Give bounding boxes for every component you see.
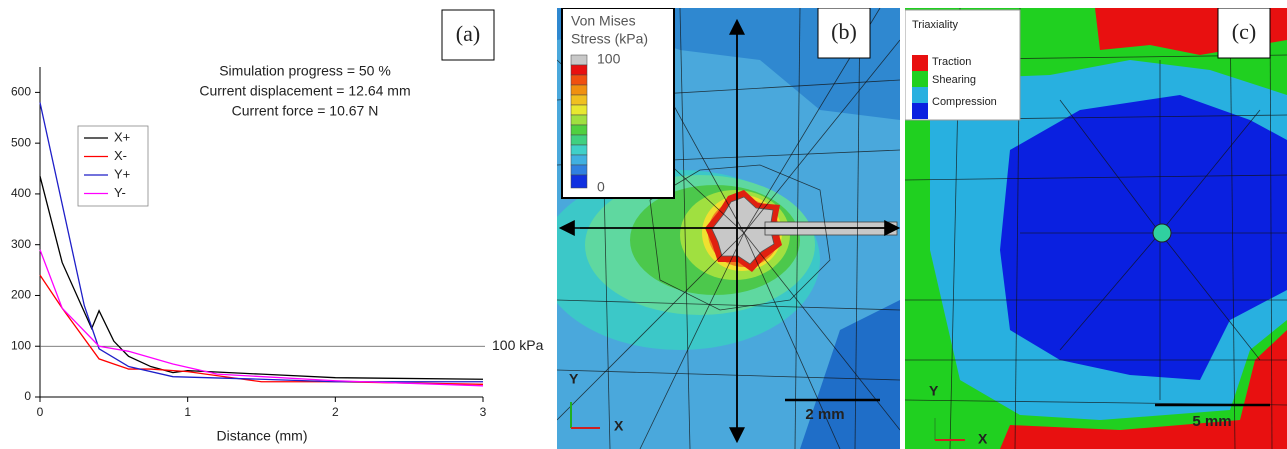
panel-c: Triaxiality Traction Shearing Compressio… <box>905 8 1287 449</box>
reference-label: 100 kPa <box>492 337 544 353</box>
y-tick-label: 100 <box>11 338 31 352</box>
x-tick-label: 2 <box>332 405 339 419</box>
legend-swatch <box>912 87 928 103</box>
axis-y-label: Y <box>569 371 579 387</box>
x-tick-label: 0 <box>37 405 44 419</box>
series-line <box>40 176 483 379</box>
y-tick-label: 200 <box>11 288 31 302</box>
panel-label: (b) <box>831 19 857 44</box>
axis-x-label: X <box>978 431 988 447</box>
scale-bar-label: 5 mm <box>1192 413 1231 430</box>
annotation: Current displacement = 12.64 mm <box>199 83 410 99</box>
panel-a: (a) Simulation progress = 50 % Current d… <box>11 10 544 444</box>
series-line <box>40 275 483 384</box>
legend-swatch <box>912 55 928 71</box>
legend-min: 0 <box>597 179 605 195</box>
colorbar <box>571 55 587 188</box>
figure: (a) Simulation progress = 50 % Current d… <box>0 0 1287 449</box>
x-tick-label: 3 <box>480 405 487 419</box>
legend-max: 100 <box>597 51 621 67</box>
legend-title: Stress (kPa) <box>571 31 648 47</box>
panel-label: (a) <box>456 21 480 46</box>
legend-entry: Compression <box>932 96 997 108</box>
annotation: Simulation progress = 50 % <box>219 63 391 79</box>
legend-label: Y+ <box>114 166 130 181</box>
panel-b: Von Mises Stress (kPa) 100 0 (b) 2 mm Y … <box>540 8 900 449</box>
legend-entry: Shearing <box>932 74 976 86</box>
legend-label: X+ <box>114 129 130 144</box>
y-tick-label: 300 <box>11 237 31 251</box>
y-tick-label: 400 <box>11 186 31 200</box>
annotation: Current force = 10.67 N <box>232 103 379 119</box>
panel-label: (c) <box>1232 19 1256 44</box>
legend-label: X- <box>114 148 127 163</box>
legend-entry: Traction <box>932 56 971 68</box>
legend-label: Y- <box>114 185 126 200</box>
x-tick-label: 1 <box>184 405 191 419</box>
y-tick-label: 0 <box>24 389 31 403</box>
y-tick-label: 600 <box>11 85 31 99</box>
series-line <box>40 250 483 386</box>
y-tick-label: 500 <box>11 135 31 149</box>
x-axis-label: Distance (mm) <box>216 428 307 444</box>
legend-swatch <box>912 71 928 87</box>
axis-y-label: Y <box>929 383 939 399</box>
legend-swatch <box>912 103 928 119</box>
legend-title: Von Mises <box>571 13 636 29</box>
axis-x-label: X <box>614 418 624 434</box>
page: {"chart_data": {"type": "line", "panel_l… <box>0 0 1287 449</box>
legend-title: Triaxiality <box>912 19 959 31</box>
scale-bar-label: 2 mm <box>805 406 844 423</box>
indenter <box>1153 224 1171 242</box>
